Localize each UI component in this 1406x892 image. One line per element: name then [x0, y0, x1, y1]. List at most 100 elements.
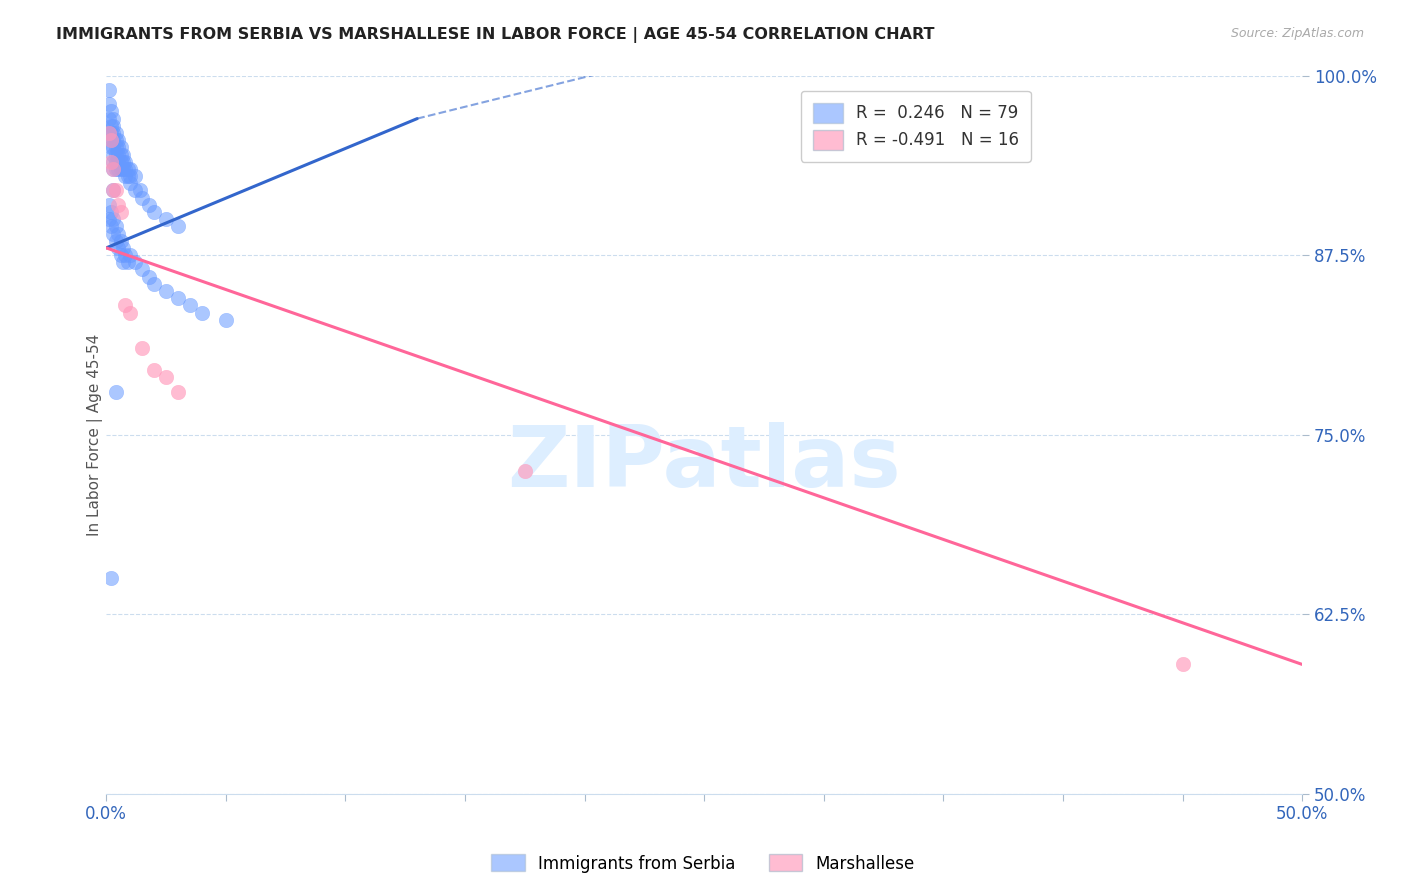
Point: [120, 161, 142, 176]
Point: [103, 183, 125, 197]
Point: [124, 183, 146, 197]
Point: [143, 277, 166, 291]
Point: [103, 183, 125, 197]
Point: [107, 133, 129, 147]
Point: [114, 154, 136, 169]
Point: [120, 305, 142, 319]
Point: [104, 140, 127, 154]
Point: [97, 212, 120, 227]
Point: [110, 154, 132, 169]
Point: [111, 154, 134, 169]
Point: [107, 161, 129, 176]
Point: [97, 198, 120, 212]
Point: [167, 219, 190, 234]
Point: [120, 248, 142, 262]
Point: [100, 205, 122, 219]
Point: [167, 291, 190, 305]
Point: [103, 154, 125, 169]
Point: [107, 147, 129, 161]
Point: [100, 154, 122, 169]
Point: [103, 126, 125, 140]
Point: [97, 126, 120, 140]
Point: [104, 154, 127, 169]
Point: [107, 227, 129, 241]
Point: [110, 234, 132, 248]
Point: [97, 97, 120, 112]
Point: [131, 342, 153, 356]
Point: [120, 169, 142, 183]
Point: [155, 370, 177, 384]
Point: [103, 227, 125, 241]
Point: [110, 161, 132, 176]
Point: [104, 384, 127, 399]
Point: [117, 255, 139, 269]
Point: [111, 241, 134, 255]
Text: IMMIGRANTS FROM SERBIA VS MARSHALLESE IN LABOR FORCE | AGE 45-54 CORRELATION CHA: IMMIGRANTS FROM SERBIA VS MARSHALLESE IN…: [56, 27, 935, 43]
Y-axis label: In Labor Force | Age 45-54: In Labor Force | Age 45-54: [87, 334, 103, 536]
Point: [110, 140, 132, 154]
Point: [104, 183, 127, 197]
Point: [100, 119, 122, 133]
Point: [100, 104, 122, 119]
Point: [97, 126, 120, 140]
Point: [131, 262, 153, 277]
Point: [114, 298, 136, 312]
Point: [100, 126, 122, 140]
Point: [131, 191, 153, 205]
Point: [114, 161, 136, 176]
Point: [103, 161, 125, 176]
Point: [103, 161, 125, 176]
Point: [97, 112, 120, 126]
Point: [103, 212, 125, 227]
Point: [110, 248, 132, 262]
Point: [103, 112, 125, 126]
Point: [107, 140, 129, 154]
Legend: Immigrants from Serbia, Marshallese: Immigrants from Serbia, Marshallese: [485, 847, 921, 880]
Point: [111, 147, 134, 161]
Point: [104, 133, 127, 147]
Point: [110, 147, 132, 161]
Point: [138, 269, 160, 284]
Point: [100, 133, 122, 147]
Point: [124, 169, 146, 183]
Point: [179, 298, 201, 312]
Point: [100, 571, 122, 585]
Point: [104, 126, 127, 140]
Point: [124, 255, 146, 269]
Point: [167, 384, 190, 399]
Text: ZIPatlas: ZIPatlas: [508, 422, 901, 505]
Point: [1171, 657, 1194, 672]
Point: [191, 305, 214, 319]
Point: [513, 463, 536, 477]
Point: [111, 255, 134, 269]
Point: [104, 147, 127, 161]
Point: [111, 161, 134, 176]
Point: [97, 83, 120, 97]
Point: [103, 140, 125, 154]
Point: [128, 183, 150, 197]
Point: [104, 219, 127, 234]
Point: [104, 161, 127, 176]
Point: [100, 140, 122, 154]
Point: [103, 119, 125, 133]
Point: [117, 161, 139, 176]
Point: [100, 219, 122, 234]
Legend: R =  0.246   N = 79, R = -0.491   N = 16: R = 0.246 N = 79, R = -0.491 N = 16: [801, 91, 1031, 161]
Point: [103, 147, 125, 161]
Point: [103, 133, 125, 147]
Point: [143, 205, 166, 219]
Point: [100, 133, 122, 147]
Point: [107, 198, 129, 212]
Point: [155, 212, 177, 227]
Point: [143, 363, 166, 377]
Point: [215, 312, 238, 326]
Point: [110, 205, 132, 219]
Point: [114, 169, 136, 183]
Point: [104, 234, 127, 248]
Point: [107, 154, 129, 169]
Point: [138, 198, 160, 212]
Point: [117, 169, 139, 183]
Point: [114, 248, 136, 262]
Text: Source: ZipAtlas.com: Source: ZipAtlas.com: [1230, 27, 1364, 40]
Point: [155, 284, 177, 298]
